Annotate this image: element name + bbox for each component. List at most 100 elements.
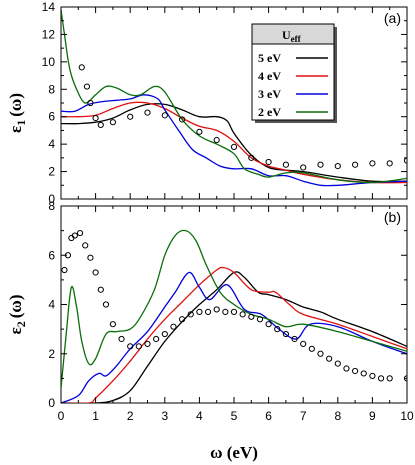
series-measured-points bbox=[61, 229, 407, 382]
y-label-subscript: 1 bbox=[14, 120, 28, 126]
y-label-tail: (ω) bbox=[6, 294, 25, 318]
data-point bbox=[265, 321, 272, 328]
y-tick-label: 0 bbox=[48, 192, 55, 206]
panel-b-axis-ticks: 0 2 4 6 8 0 1 2 3 4 5 6 7 8 9 10 bbox=[48, 199, 414, 423]
data-point bbox=[334, 162, 341, 170]
data-point bbox=[239, 311, 246, 318]
y-tick-label: 8 bbox=[48, 199, 55, 213]
data-point bbox=[317, 350, 324, 357]
series-line bbox=[61, 271, 407, 403]
data-point bbox=[248, 154, 255, 161]
data-point bbox=[82, 242, 89, 249]
data-point bbox=[230, 143, 238, 150]
data-point bbox=[78, 64, 85, 71]
data-point bbox=[179, 116, 186, 123]
legend-title: Ueff bbox=[282, 28, 302, 44]
data-point bbox=[87, 99, 94, 107]
series-measured-points bbox=[78, 64, 407, 171]
data-point bbox=[213, 136, 220, 144]
data-point bbox=[204, 308, 212, 315]
data-point bbox=[352, 161, 359, 168]
data-point bbox=[179, 316, 186, 323]
data-point bbox=[386, 375, 393, 382]
data-point bbox=[92, 114, 99, 122]
x-tick-label: 8 bbox=[334, 409, 341, 423]
data-point bbox=[248, 313, 255, 320]
data-point bbox=[360, 370, 367, 377]
legend-title-main: U bbox=[282, 28, 291, 42]
y-label-symbol: ε bbox=[6, 327, 25, 334]
data-point bbox=[97, 286, 104, 293]
data-point bbox=[213, 306, 220, 313]
series-2-eV bbox=[61, 9, 407, 184]
y-tick-label: 4 bbox=[48, 137, 55, 151]
data-point bbox=[300, 164, 307, 171]
data-point bbox=[153, 335, 160, 343]
panel-a-plot-area bbox=[61, 9, 407, 187]
data-point bbox=[222, 308, 229, 315]
series-line bbox=[61, 101, 407, 184]
legend-entries: 5 eV 4 eV 3 eV 2 eV bbox=[258, 51, 328, 119]
panel-a-y-axis-label: ε1 (ω) bbox=[6, 93, 28, 133]
data-point bbox=[282, 330, 289, 338]
data-point bbox=[196, 128, 203, 135]
data-point bbox=[97, 121, 104, 129]
legend-entry-label: 3 eV bbox=[258, 87, 281, 101]
data-point bbox=[87, 254, 94, 261]
data-point bbox=[282, 161, 289, 168]
legend-entry-label: 2 eV bbox=[258, 105, 281, 119]
series-3-eV bbox=[61, 94, 407, 187]
y-label-tail: (ω) bbox=[6, 93, 25, 117]
panel-b-y-axis-label: ε2 (ω) bbox=[6, 294, 28, 334]
x-axis-label: ω (eV) bbox=[210, 443, 258, 462]
data-point bbox=[334, 360, 341, 367]
series-5-eV bbox=[61, 271, 407, 403]
y-tick-label: 6 bbox=[48, 110, 55, 124]
legend-entry-label: 4 eV bbox=[258, 69, 281, 83]
data-point bbox=[61, 266, 68, 274]
series-3-eV bbox=[61, 271, 407, 403]
data-point bbox=[326, 355, 333, 362]
series-5-eV bbox=[61, 103, 407, 183]
data-point bbox=[291, 335, 298, 343]
y-tick-label: 12 bbox=[42, 27, 56, 41]
data-point bbox=[92, 269, 99, 276]
data-point bbox=[102, 301, 110, 308]
data-point bbox=[265, 158, 272, 166]
series-line bbox=[61, 103, 407, 183]
data-point bbox=[144, 340, 151, 347]
legend-entry-label: 5 eV bbox=[258, 51, 281, 65]
x-tick-label: 7 bbox=[300, 409, 307, 423]
data-point bbox=[109, 119, 117, 126]
x-tick-label: 0 bbox=[58, 409, 65, 423]
data-point bbox=[343, 365, 350, 372]
data-point bbox=[76, 229, 84, 237]
y-tick-label: 4 bbox=[48, 298, 55, 312]
legend: Ueff 5 eV 4 eV 3 eV 2 eV bbox=[251, 23, 337, 123]
legend-title-subscript: eff bbox=[291, 34, 302, 44]
series-2-eV bbox=[61, 229, 407, 389]
series-line bbox=[61, 9, 407, 184]
data-point bbox=[109, 321, 117, 328]
x-tick-label: 10 bbox=[400, 409, 414, 423]
data-point bbox=[377, 375, 385, 382]
data-point bbox=[118, 335, 125, 343]
legend-title-bar bbox=[251, 23, 335, 45]
y-tick-label: 6 bbox=[48, 248, 55, 262]
data-point bbox=[144, 109, 151, 116]
data-point bbox=[127, 343, 134, 350]
panel-b-plot-area bbox=[61, 229, 407, 403]
data-point bbox=[230, 308, 238, 315]
series-line bbox=[61, 229, 407, 389]
data-point bbox=[71, 232, 78, 239]
data-point bbox=[369, 372, 376, 380]
data-point bbox=[386, 160, 393, 167]
data-point bbox=[161, 330, 168, 338]
panel-a-label: (a) bbox=[384, 10, 401, 26]
x-tick-label: 5 bbox=[231, 409, 238, 423]
data-point bbox=[170, 323, 177, 330]
panel-b-label: (b) bbox=[384, 209, 401, 225]
series-line bbox=[61, 271, 407, 403]
